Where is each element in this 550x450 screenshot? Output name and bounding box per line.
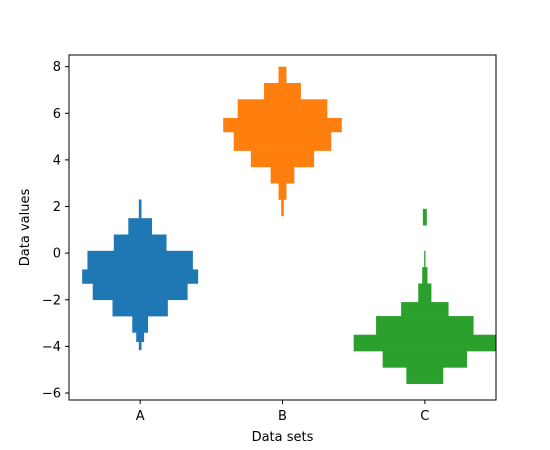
histogram-bar-b-3	[250, 150, 315, 168]
y-tick-label: −2	[42, 293, 61, 308]
histogram-bar-a-5	[82, 269, 199, 284]
histogram-bar-b-5	[223, 117, 342, 133]
y-tick-label: −6	[42, 387, 61, 402]
histogram-bar-a-4	[92, 283, 188, 301]
x-tick-label-b: B	[278, 409, 287, 424]
histogram-bar-b-2	[270, 166, 295, 184]
histogram-bar-a-7	[113, 234, 167, 252]
histogram-bar-a-6	[87, 250, 193, 270]
histogram-bar-c-2	[353, 334, 496, 352]
y-axis-label: Data values	[18, 189, 33, 267]
histogram-bar-c-3	[376, 316, 474, 336]
histogram-bars	[82, 66, 496, 384]
x-tick-label-c: C	[420, 409, 429, 424]
histogram-bar-c-4	[401, 302, 449, 317]
histogram-bar-c-5	[418, 283, 432, 303]
x-axis-label: Data sets	[252, 430, 314, 445]
histogram-bar-a-9	[138, 199, 142, 219]
histogram-bar-a-1	[136, 332, 145, 343]
y-axis-ticks: −6 −4 −2 0 2 4 6 8	[42, 60, 69, 402]
y-tick-label: 4	[53, 153, 61, 168]
x-tick-label-a: A	[136, 409, 145, 424]
histogram-bar-c-0	[406, 367, 444, 384]
histogram-bar-b-0	[281, 199, 284, 217]
histogram-bar-b-1	[278, 183, 287, 200]
y-tick-label: 0	[53, 247, 61, 262]
y-tick-label: 6	[53, 107, 61, 122]
y-tick-label: −4	[42, 340, 61, 355]
histogram-bar-b-4	[233, 131, 332, 151]
histogram-bar-b-6	[237, 99, 328, 119]
histogram-bar-c-8	[422, 208, 427, 226]
histogram-bar-c-1	[382, 351, 468, 368]
histogram-bar-a-8	[128, 218, 153, 235]
histogram-bar-a-0	[138, 341, 142, 351]
x-axis-ticks: A B C	[136, 400, 429, 424]
y-tick-label: 2	[53, 200, 61, 215]
histogram-bar-b-7	[264, 82, 301, 100]
histogram-bar-c-6	[422, 267, 428, 284]
histogram-bar-b-8	[278, 66, 287, 84]
histogram-bar-a-2	[132, 316, 149, 333]
histogram-bar-c-7	[424, 250, 426, 268]
histogram-bar-a-3	[112, 299, 168, 317]
y-tick-label: 8	[53, 60, 61, 75]
